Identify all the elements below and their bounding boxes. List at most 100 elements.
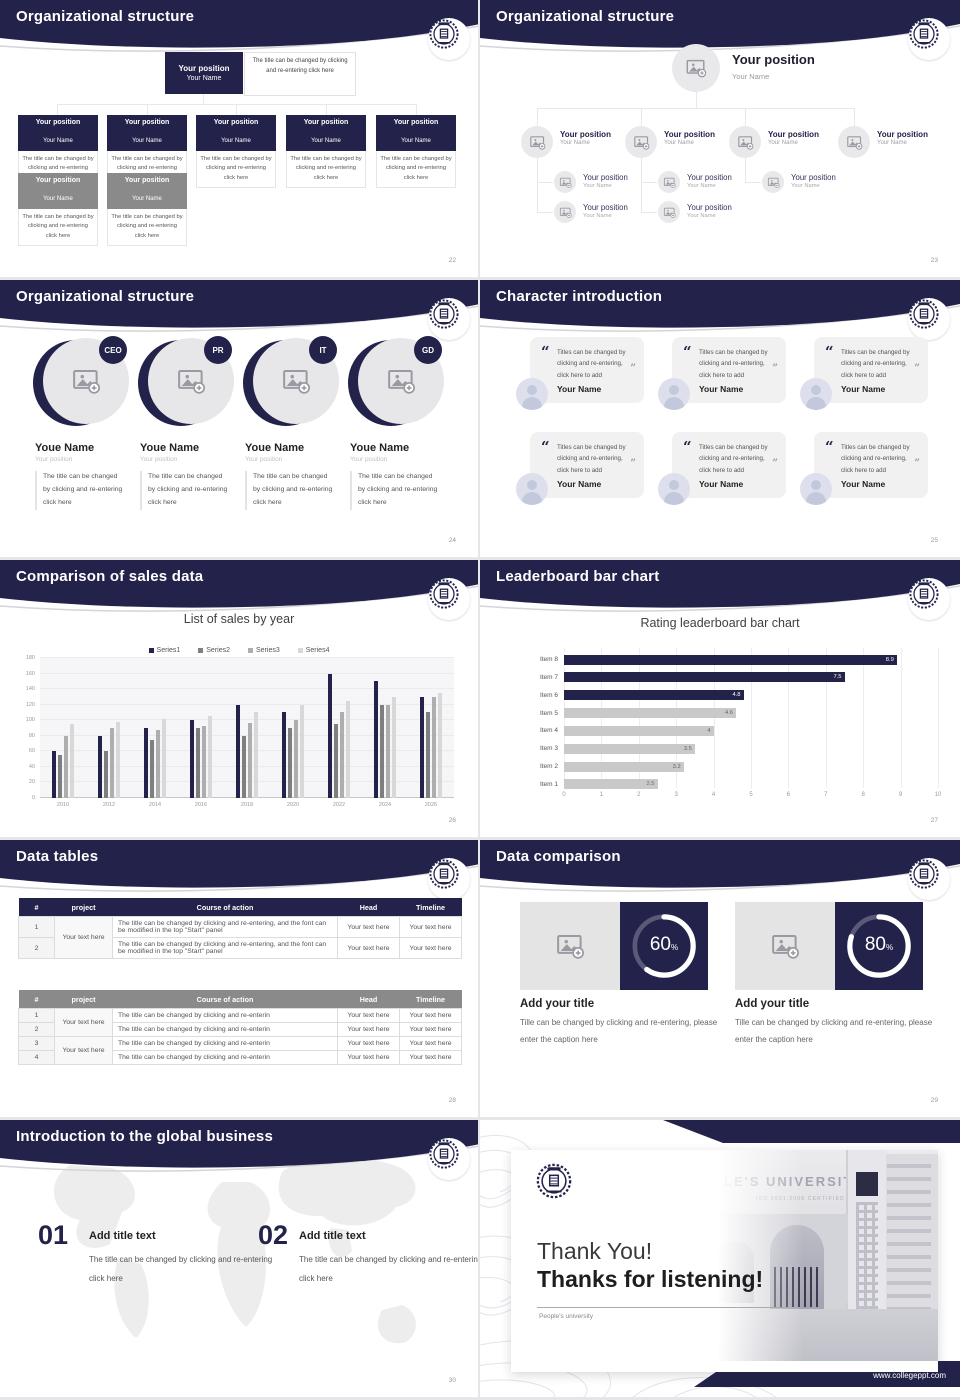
bar-value-label: 4.8 xyxy=(732,692,741,699)
image-placeholder-icon xyxy=(521,126,553,158)
page-number: 27 xyxy=(930,817,938,824)
connector-line xyxy=(641,158,642,213)
hbar-track: 7.5 xyxy=(564,672,938,683)
x-tick-label: 2010 xyxy=(56,802,70,808)
x-tick-label: 8 xyxy=(861,792,865,798)
bar xyxy=(189,720,195,798)
website-link[interactable]: www.collegeppt.com xyxy=(873,1371,946,1380)
open-quote-icon: “ xyxy=(541,343,550,361)
bar: 7.5 xyxy=(564,672,845,683)
gridline xyxy=(863,648,865,788)
bar xyxy=(293,720,299,798)
image-placeholder-icon xyxy=(762,171,784,193)
bar xyxy=(103,751,109,798)
y-axis-labels: 0 20 40 60 80 100 120 140 160 180 xyxy=(14,655,38,801)
bar xyxy=(253,712,259,798)
person-card: PR Youe Name Your position The title can… xyxy=(138,336,234,510)
legend-marker xyxy=(198,648,204,653)
hbar-row: Item 3 3.5 xyxy=(526,743,938,754)
x-tick-label: 2012 xyxy=(102,802,116,808)
slide-header: Data comparison xyxy=(480,840,960,904)
bar-value-label: 8.9 xyxy=(885,656,894,663)
x-tick-label: 2 xyxy=(637,792,641,798)
avatar-icon xyxy=(516,378,548,410)
bar xyxy=(419,696,425,798)
bar xyxy=(161,718,167,798)
bar xyxy=(195,728,201,798)
gridline xyxy=(40,797,454,798)
role-badge: PR xyxy=(204,336,232,364)
chart-title: List of sales by year xyxy=(183,612,295,626)
slide-22-organizational-structure: Organizational structure Your position Y… xyxy=(0,0,480,280)
bar xyxy=(281,712,287,798)
university-seal-icon xyxy=(535,1162,573,1205)
close-quote-icon: ” xyxy=(630,363,636,374)
university-seal-icon xyxy=(428,858,470,900)
bar-value-label: 2.5 xyxy=(646,781,655,788)
bar xyxy=(333,724,339,798)
world-map-background xyxy=(53,1156,416,1344)
bar xyxy=(339,712,345,798)
university-name: People's university xyxy=(539,1313,593,1320)
legend-item: Series1 xyxy=(148,647,181,654)
slide-header: Organizational structure xyxy=(480,0,960,64)
slide-header: Data tables xyxy=(0,840,478,904)
university-seal-icon xyxy=(428,298,470,340)
hbar-label: Item 3 xyxy=(539,745,558,753)
bar: 4 xyxy=(564,725,714,736)
org-node: Your position Your Name The title can be … xyxy=(376,115,456,188)
bar-group xyxy=(316,658,362,798)
page-number: 22 xyxy=(448,257,456,264)
bar xyxy=(149,739,155,798)
page-title: Data tables xyxy=(16,848,99,865)
y-tick-label: 40 xyxy=(28,763,35,770)
slide-31-thank-you: LE'S UNIVERSITY ISO 9001:2008 CERTIFIED … xyxy=(480,1120,960,1400)
legend-marker xyxy=(248,648,253,653)
divider-line xyxy=(537,1307,789,1308)
hbar-row: Item 4 4 xyxy=(526,725,938,736)
role-badge: GD xyxy=(414,336,442,364)
image-placeholder-icon xyxy=(729,126,761,158)
donut-value: 60 xyxy=(649,934,671,955)
person-position: Your position xyxy=(35,456,73,463)
x-axis-labels: 2010 2012 2014 2016 2018 2020 2022 2024 2026 xyxy=(40,802,454,808)
slide-25-character-introduction: Character introduction “ ” Titles can be… xyxy=(480,280,960,560)
connector-line xyxy=(641,182,657,183)
slide-27-leaderboard-bar-chart: Leaderboard bar chart Rating leaderboard… xyxy=(480,560,960,840)
person-card: CEO Youe Name Your position The title ca… xyxy=(33,336,129,510)
university-seal-icon xyxy=(908,18,950,60)
table-row: 2 The title can be changed by clicking a… xyxy=(18,937,462,959)
table-row: 1 Your text here The title can be change… xyxy=(18,1008,462,1037)
hbar-track: 3.2 xyxy=(564,761,938,772)
bar: 2.5 xyxy=(564,779,658,790)
bar xyxy=(207,716,213,798)
hbar-chart: Item 8 8.9 Item 7 7.5 Item 6 4.8 Item 5 4.6 Item… xyxy=(526,648,941,802)
org-root-box: Your position Your Name xyxy=(165,52,243,94)
connector-line xyxy=(326,104,327,115)
gridline xyxy=(40,688,454,690)
image-placeholder-icon xyxy=(838,126,870,158)
panel-title: Add your title xyxy=(520,998,595,1010)
bar xyxy=(241,735,247,798)
hbar-row: Item 6 4.8 xyxy=(526,690,938,701)
bar-group xyxy=(132,658,178,798)
y-tick-label: 140 xyxy=(25,686,35,693)
bar xyxy=(431,696,437,798)
legend-marker xyxy=(297,648,303,653)
bar: 3.2 xyxy=(564,761,684,772)
page-number: 29 xyxy=(930,1097,938,1104)
x-tick-label: 7 xyxy=(824,792,828,798)
item-title: Add title text xyxy=(89,1230,156,1242)
connector-line xyxy=(236,104,237,115)
legend-label: Series1 xyxy=(156,647,181,654)
x-axis-labels: 0 1 2 3 4 5 6 7 8 9 10 xyxy=(562,792,941,802)
role-badge: CEO xyxy=(99,336,127,364)
x-tick-label: 0 xyxy=(562,792,566,798)
bar xyxy=(115,721,121,798)
connector-line xyxy=(537,108,855,109)
x-tick-label: 2024 xyxy=(378,802,392,808)
bar xyxy=(155,729,161,798)
hbar-row: Item 8 8.9 xyxy=(526,654,938,665)
item-caption: The title can be changed by clicking and… xyxy=(299,1255,480,1284)
slide-30-introduction-global-business: Introduction to the global business 01 A… xyxy=(0,1120,480,1400)
